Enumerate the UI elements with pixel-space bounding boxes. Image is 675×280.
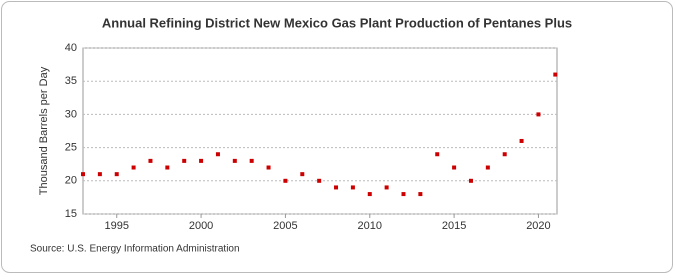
- x-tick-label: 2010: [358, 220, 382, 232]
- point: [182, 158, 187, 163]
- point: [232, 158, 237, 163]
- y-tick-label: 25: [65, 142, 77, 154]
- point: [350, 185, 355, 190]
- point: [502, 152, 507, 157]
- point: [536, 112, 541, 117]
- y-tick-label: 15: [65, 208, 77, 220]
- point: [114, 172, 119, 177]
- point: [300, 172, 305, 177]
- point: [266, 165, 271, 170]
- point: [317, 178, 322, 183]
- y-tick-label: 20: [65, 175, 77, 187]
- point: [165, 165, 170, 170]
- x-tick-label: 1995: [104, 220, 128, 232]
- point: [148, 158, 153, 163]
- point: [519, 138, 524, 143]
- y-axis-label: Thousand Barrels per Day: [38, 66, 50, 195]
- point: [452, 165, 457, 170]
- point: [215, 152, 220, 157]
- y-tick-label: 40: [65, 42, 77, 54]
- point: [97, 172, 102, 177]
- point: [81, 172, 85, 177]
- x-tick-label: 2015: [442, 220, 466, 232]
- point: [401, 192, 406, 197]
- point: [367, 192, 372, 197]
- point: [553, 72, 558, 77]
- y-tick-label: 35: [65, 75, 77, 87]
- source: Source: U.S. Energy Information Administ…: [30, 244, 240, 255]
- x-tick-label: 2000: [189, 220, 213, 232]
- point: [418, 192, 423, 197]
- point: [384, 185, 389, 190]
- point: [283, 178, 288, 183]
- x-tick-label: 2005: [273, 220, 297, 232]
- plot-area: [82, 47, 558, 215]
- y-tick-label: 30: [65, 108, 77, 120]
- point: [249, 158, 254, 163]
- point: [435, 152, 440, 157]
- x-tick-label: 2020: [526, 220, 550, 232]
- point: [199, 158, 204, 163]
- chart-title: Annual Refining District New Mexico Gas …: [102, 15, 572, 30]
- point: [131, 165, 136, 170]
- point: [468, 178, 473, 183]
- point: [334, 185, 339, 190]
- point: [485, 165, 490, 170]
